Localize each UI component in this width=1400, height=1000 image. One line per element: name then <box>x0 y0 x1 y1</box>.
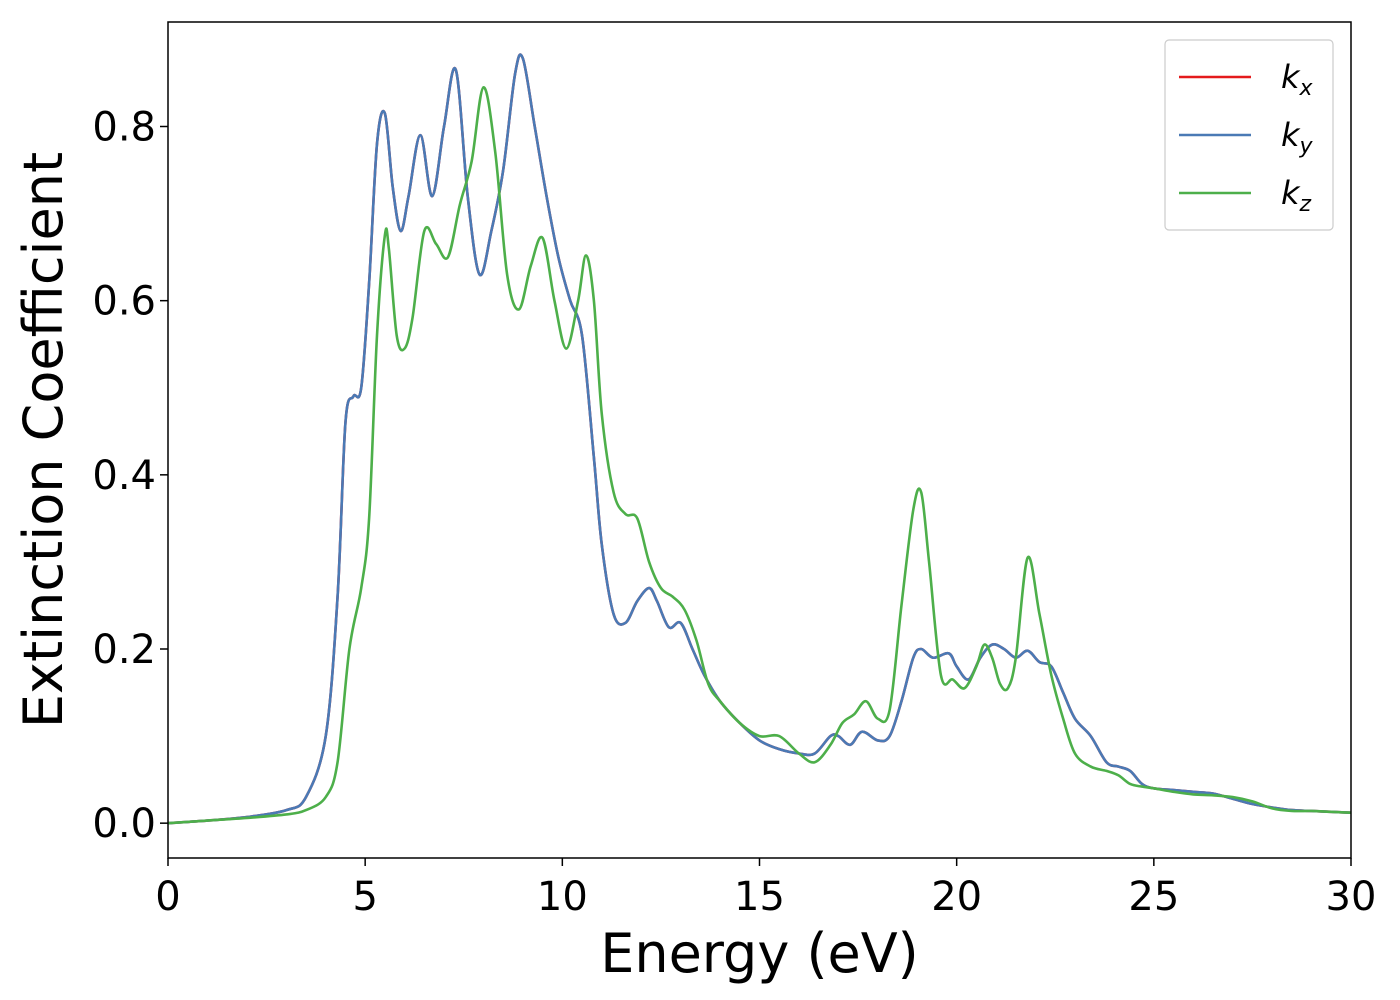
x-axis-label: Energy (eV) <box>600 922 919 985</box>
series-line-z <box>168 86 1351 825</box>
y-tick-label: 0.2 <box>92 627 156 673</box>
y-tick-label: 0.6 <box>92 279 156 325</box>
x-tick-label: 10 <box>537 874 588 920</box>
y-axis-label: Extinction Coefficient <box>12 152 75 728</box>
x-tick-label: 25 <box>1128 874 1179 920</box>
x-tick-label: 5 <box>352 874 377 920</box>
legend-label-y: ky <box>1281 116 1314 159</box>
y-axis-ticks: 0.0 0.2 0.4 0.6 0.8 <box>92 105 168 847</box>
x-tick-label: 30 <box>1326 874 1377 920</box>
legend: kx ky kz <box>1164 39 1334 231</box>
x-tick-label: 20 <box>931 874 982 920</box>
legend-label-z: kz <box>1281 174 1312 217</box>
y-tick-label: 0.0 <box>92 801 156 847</box>
y-tick-label: 0.4 <box>92 453 156 499</box>
x-axis-ticks: 0 5 10 15 20 25 30 <box>155 858 1376 920</box>
plot-lines <box>168 53 1351 825</box>
x-tick-label: 0 <box>155 874 180 920</box>
series-line-y <box>168 53 1351 825</box>
x-tick-label: 15 <box>734 874 785 920</box>
y-tick-label: 0.8 <box>92 105 156 151</box>
legend-label-x: kx <box>1281 58 1314 101</box>
